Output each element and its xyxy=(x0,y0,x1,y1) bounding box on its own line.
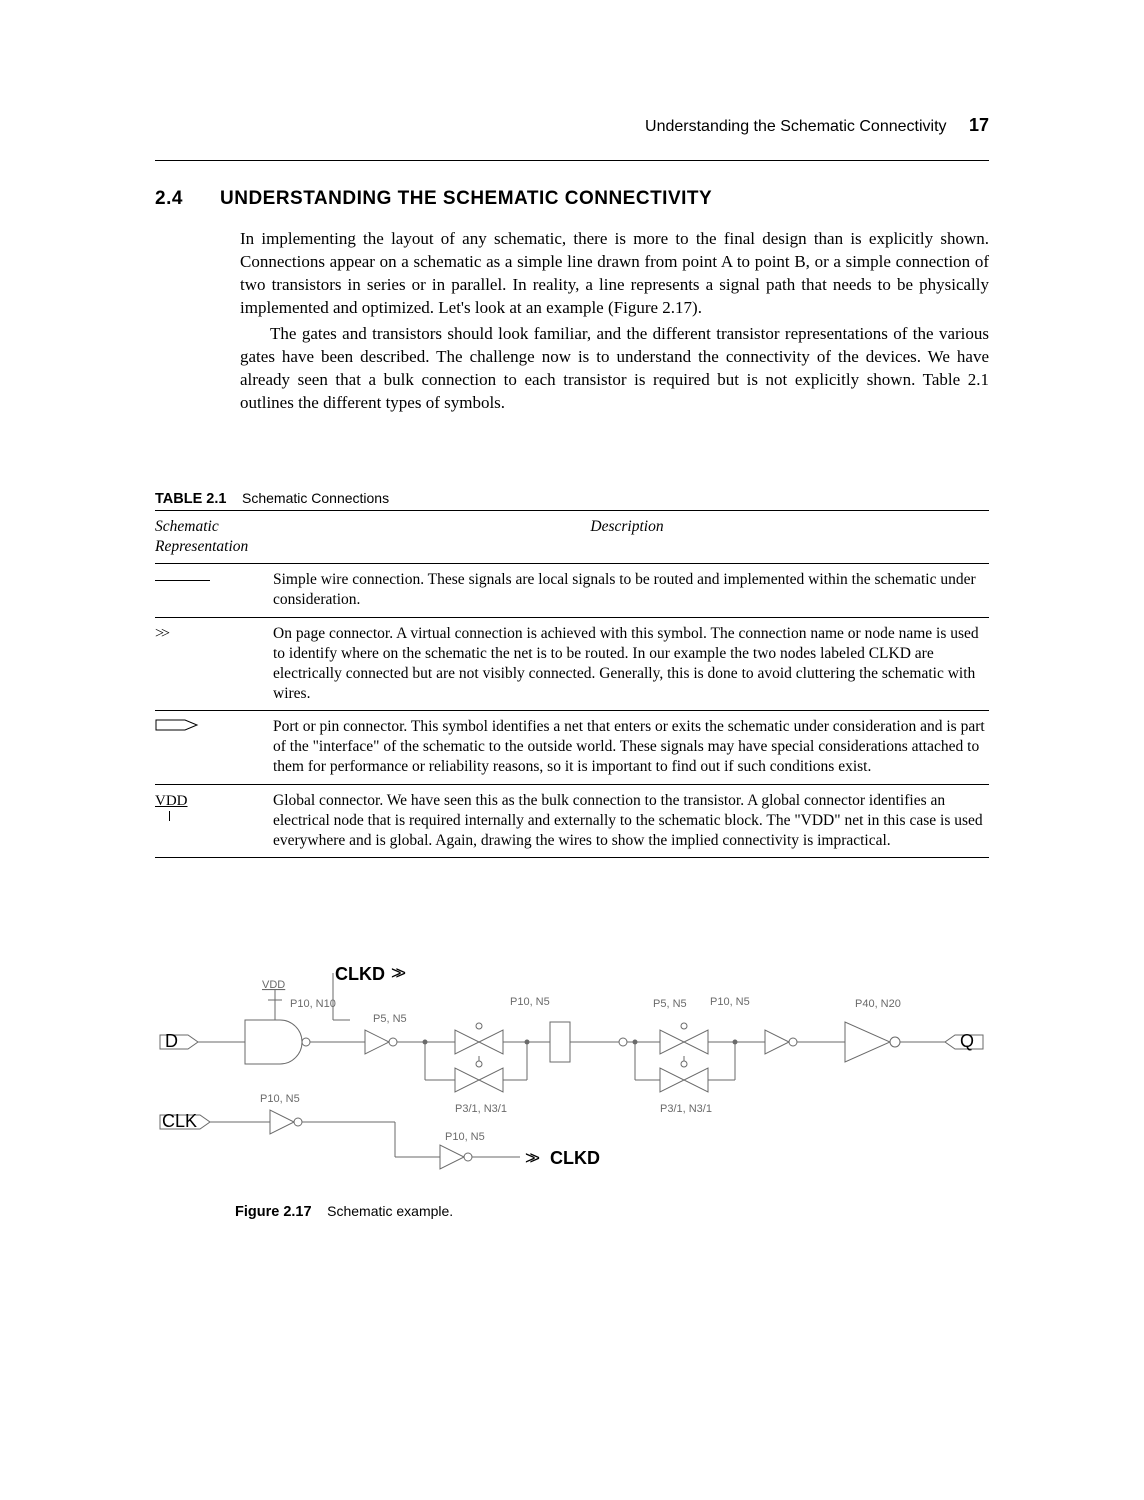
table-row: Simple wire connection. These signals ar… xyxy=(155,564,989,617)
symbol-wire xyxy=(155,564,273,617)
annot-inv-mid: P10, N5 xyxy=(510,996,550,1008)
table-header-row: Schematic Representation Description xyxy=(155,511,989,564)
table-label: TABLE 2.1 xyxy=(155,491,226,507)
desc-global: Global connector. We have seen this as t… xyxy=(273,784,989,857)
figure-title: Schematic example. xyxy=(327,1203,453,1219)
label-clk: CLK xyxy=(162,1111,197,1131)
col-header-description: Description xyxy=(273,511,989,564)
page: Understanding the Schematic Connectivity… xyxy=(0,0,1144,1500)
onpage-connector-icon: >> xyxy=(155,625,167,642)
page-number: 17 xyxy=(969,115,989,135)
para-2: The gates and transistors should look fa… xyxy=(240,323,989,415)
annot-clk-inv2: P10, N5 xyxy=(445,1131,485,1143)
table-row: VDD Global connector. We have seen this … xyxy=(155,784,989,857)
svg-text:>>: >> xyxy=(525,1148,540,1168)
symbol-global: VDD xyxy=(155,784,273,857)
col-header-representation: Schematic Representation xyxy=(155,511,273,564)
running-head: Understanding the Schematic Connectivity… xyxy=(645,115,989,136)
table-caption: TABLE 2.1 Schematic Connections xyxy=(155,490,389,507)
running-head-text: Understanding the Schematic Connectivity xyxy=(645,118,947,135)
symbol-port xyxy=(155,711,273,784)
table-title: Schematic Connections xyxy=(242,490,389,506)
svg-text:>>: >> xyxy=(391,963,406,983)
label-vdd: VDD xyxy=(262,979,285,991)
annot-out: P40, N20 xyxy=(855,998,901,1010)
annot-fb2: P3/1, N3/1 xyxy=(660,1103,712,1115)
desc-onpage: On page connector. A virtual connection … xyxy=(273,617,989,711)
label-q: Q xyxy=(960,1031,974,1051)
label-clkd-top: CLKD xyxy=(335,964,385,984)
desc-port: Port or pin connector. This symbol ident… xyxy=(273,711,989,784)
figure-label: Figure 2.17 xyxy=(235,1204,312,1220)
rule-top xyxy=(155,160,989,161)
table-row: >> On page connector. A virtual connecti… xyxy=(155,617,989,711)
annot-tx1: P5, N5 xyxy=(653,998,687,1010)
figure-caption: Figure 2.17 Schematic example. xyxy=(235,1203,453,1220)
global-connector-tail-icon xyxy=(169,811,170,821)
figure-2-17: D CLK Q VDD CLKD >> P10, N10 xyxy=(155,950,989,1190)
global-connector-icon: VDD xyxy=(155,793,188,809)
table-row: Port or pin connector. This symbol ident… xyxy=(155,711,989,784)
wire-icon xyxy=(155,580,210,581)
label-clkd-bot: CLKD xyxy=(550,1148,600,1168)
annot-fb1: P3/1, N3/1 xyxy=(455,1103,507,1115)
annot-tx2: P10, N5 xyxy=(710,996,750,1008)
para-1: In implementing the layout of any schema… xyxy=(240,228,989,320)
section-title: UNDERSTANDING THE SCHEMATIC CONNECTIVITY xyxy=(220,188,712,210)
port-connector-icon xyxy=(155,717,199,733)
annot-inv1: P5, N5 xyxy=(373,1013,407,1025)
label-d: D xyxy=(165,1031,178,1051)
desc-wire: Simple wire connection. These signals ar… xyxy=(273,564,989,617)
schematic-connections-table: Schematic Representation Description Sim… xyxy=(155,510,989,858)
annot-nand: P10, N10 xyxy=(290,998,336,1010)
annot-clk-inv1: P10, N5 xyxy=(260,1093,300,1105)
symbol-onpage: >> xyxy=(155,617,273,711)
section-number: 2.4 xyxy=(155,188,183,210)
body-text: In implementing the layout of any schema… xyxy=(240,228,989,418)
